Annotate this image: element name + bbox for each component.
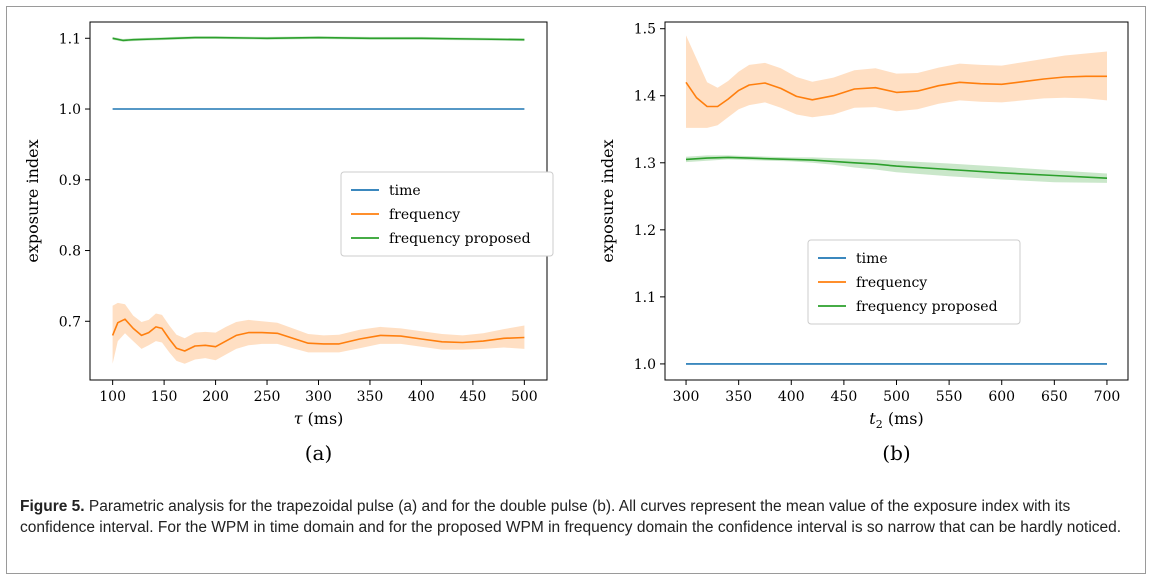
series-band-frequency xyxy=(112,302,525,364)
legend-box xyxy=(340,171,554,257)
y-tick-label: 0.8 xyxy=(59,244,81,260)
x-tick-label: 350 xyxy=(725,389,752,405)
x-tick-label: 650 xyxy=(1041,389,1068,405)
x-tick-label: 450 xyxy=(460,389,487,405)
legend-label: frequency proposed xyxy=(389,231,531,247)
figure-caption-label: Figure 5. xyxy=(20,498,85,515)
x-tick-label: 300 xyxy=(305,389,332,405)
y-tick-label: 1.3 xyxy=(634,156,656,172)
x-tick-label: 200 xyxy=(202,389,229,405)
x-tick-label: 400 xyxy=(778,389,805,405)
figure-charts: 100 150 200 250 300 350 400 450 500 0.7 0.8 0.9 1.0 1… xyxy=(23,21,1129,465)
x-tick-label: 500 xyxy=(883,389,910,405)
y-tick-label: 1.1 xyxy=(634,290,656,306)
series-band-frequency-proposed xyxy=(686,155,1107,183)
y-tick-label: 1.0 xyxy=(59,102,81,118)
series-line-frequency-proposed xyxy=(685,156,1108,179)
x-tick-label: 350 xyxy=(357,389,384,405)
figure-caption: Figure 5. Parametric analysis for the tr… xyxy=(20,496,1130,538)
x-tick-label: 700 xyxy=(1094,389,1121,405)
y-tick-label: 1.1 xyxy=(59,31,81,47)
y-tick-label: 1.0 xyxy=(634,357,656,373)
y-tick-label: 0.7 xyxy=(59,314,81,330)
panel-label: (b) xyxy=(882,441,910,465)
x-tick-label: 450 xyxy=(831,389,858,405)
panel-label: (a) xyxy=(305,441,333,465)
figure-caption-text: Parametric analysis for the trapezoidal … xyxy=(20,498,1122,536)
x-tick-label: 550 xyxy=(936,389,963,405)
series-line-frequency xyxy=(111,318,525,352)
x-tick-label: 600 xyxy=(988,389,1015,405)
x-tick-label: 300 xyxy=(673,389,700,405)
x-axis-label: t2 (ms) xyxy=(869,409,923,431)
y-tick-label: 0.9 xyxy=(59,173,81,189)
x-tick-label: 100 xyxy=(99,389,126,405)
legend-label: frequency proposed xyxy=(856,299,998,315)
x-tick-label: 150 xyxy=(151,389,178,405)
x-tick-label: 400 xyxy=(408,389,435,405)
legend-box xyxy=(807,239,1021,325)
legend-label: time xyxy=(389,183,421,199)
chart-panel-2: 300 350 400 450 500 550 600 650 700 1.0 1.1 1.2 1.3 1… xyxy=(598,21,1129,465)
y-tick-label: 1.4 xyxy=(634,89,656,105)
x-tick-label: 250 xyxy=(254,389,281,405)
x-axis-label: τ (ms) xyxy=(294,409,344,428)
y-tick-label: 1.2 xyxy=(634,223,656,239)
series-line-frequency-proposed xyxy=(112,36,525,42)
legend-label: frequency xyxy=(856,275,927,291)
series-line-frequency xyxy=(685,75,1107,108)
series-band-frequency xyxy=(686,35,1107,128)
chart-panel-1: 100 150 200 250 300 350 400 450 500 0.7 0.8 0.9 1.0 1… xyxy=(23,21,554,465)
y-axis-label: exposure index xyxy=(23,139,42,262)
y-axis-label: exposure index xyxy=(598,139,617,262)
legend-label: frequency xyxy=(389,207,460,223)
x-tick-label: 500 xyxy=(511,389,538,405)
legend-label: time xyxy=(856,251,888,267)
y-tick-label: 1.5 xyxy=(634,22,656,38)
